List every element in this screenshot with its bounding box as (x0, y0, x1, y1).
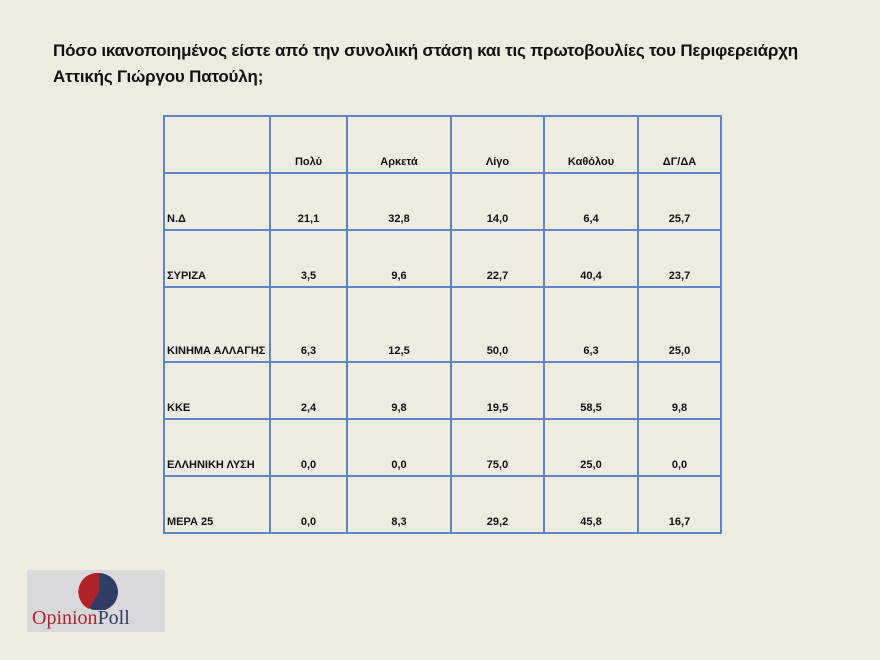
value-cell: 40,4 (543, 229, 639, 288)
value-cell: 9,6 (346, 229, 452, 288)
value-cell: 75,0 (450, 418, 545, 477)
value-cell: 9,8 (346, 361, 452, 420)
value-cell: 6,3 (269, 286, 348, 363)
value-cell: 16,7 (637, 475, 722, 534)
party-cell: ΣΥΡΙΖΑ (163, 229, 271, 288)
value-cell: 58,5 (543, 361, 639, 420)
table-row: ΚΚΕ 2,4 9,8 19,5 58,5 9,8 (163, 361, 722, 420)
value-cell: 0,0 (269, 475, 348, 534)
value-cell: 14,0 (450, 172, 545, 231)
value-cell: 6,3 (543, 286, 639, 363)
header-cell (163, 115, 271, 174)
logo-text: OpinionPoll (32, 607, 130, 629)
value-cell: 0,0 (637, 418, 722, 477)
value-cell: 25,0 (543, 418, 639, 477)
value-cell: 29,2 (450, 475, 545, 534)
value-cell: 9,8 (637, 361, 722, 420)
value-cell: 21,1 (269, 172, 348, 231)
value-cell: 6,4 (543, 172, 639, 231)
table-row: ΚΙΝΗΜΑ ΑΛΛΑΓΗΣ 6,3 12,5 50,0 6,3 25,0 (163, 286, 722, 363)
value-cell: 22,7 (450, 229, 545, 288)
value-cell: 50,0 (450, 286, 545, 363)
value-cell: 23,7 (637, 229, 722, 288)
value-cell: 0,0 (269, 418, 348, 477)
header-cell: Λίγο (450, 115, 545, 174)
pie-chart-icon (78, 572, 118, 610)
value-cell: 32,8 (346, 172, 452, 231)
page-title: Πόσο ικανοποιημένος είστε από την συνολι… (53, 41, 798, 86)
table-row: ΜΕΡΑ 25 0,0 8,3 29,2 45,8 16,7 (163, 475, 722, 534)
value-cell: 2,4 (269, 361, 348, 420)
value-cell: 19,5 (450, 361, 545, 420)
header-cell: Αρκετά (346, 115, 452, 174)
value-cell: 3,5 (269, 229, 348, 288)
party-cell: ΚΙΝΗΜΑ ΑΛΛΑΓΗΣ (163, 286, 271, 363)
value-cell: 45,8 (543, 475, 639, 534)
party-cell: ΚΚΕ (163, 361, 271, 420)
table-row: Ν.Δ 21,1 32,8 14,0 6,4 25,7 (163, 172, 722, 231)
party-cell: ΜΕΡΑ 25 (163, 475, 271, 534)
table-row: ΕΛΛΗΝΙΚΗ ΛΥΣΗ 0,0 0,0 75,0 25,0 0,0 (163, 418, 722, 477)
results-table: Πολύ Αρκετά Λίγο Καθόλου ΔΓ/ΔΑ Ν.Δ 21,1 … (163, 115, 722, 534)
party-cell: Ν.Δ (163, 172, 271, 231)
header-cell: Πολύ (269, 115, 348, 174)
party-cell: ΕΛΛΗΝΙΚΗ ΛΥΣΗ (163, 418, 271, 477)
header-cell: Καθόλου (543, 115, 639, 174)
value-cell: 25,0 (637, 286, 722, 363)
value-cell: 8,3 (346, 475, 452, 534)
value-cell: 0,0 (346, 418, 452, 477)
header-cell: ΔΓ/ΔΑ (637, 115, 722, 174)
table-row: ΣΥΡΙΖΑ 3,5 9,6 22,7 40,4 23,7 (163, 229, 722, 288)
table-header-row: Πολύ Αρκετά Λίγο Καθόλου ΔΓ/ΔΑ (163, 115, 722, 174)
value-cell: 25,7 (637, 172, 722, 231)
value-cell: 12,5 (346, 286, 452, 363)
opinionpoll-logo: OpinionPoll (27, 570, 165, 632)
